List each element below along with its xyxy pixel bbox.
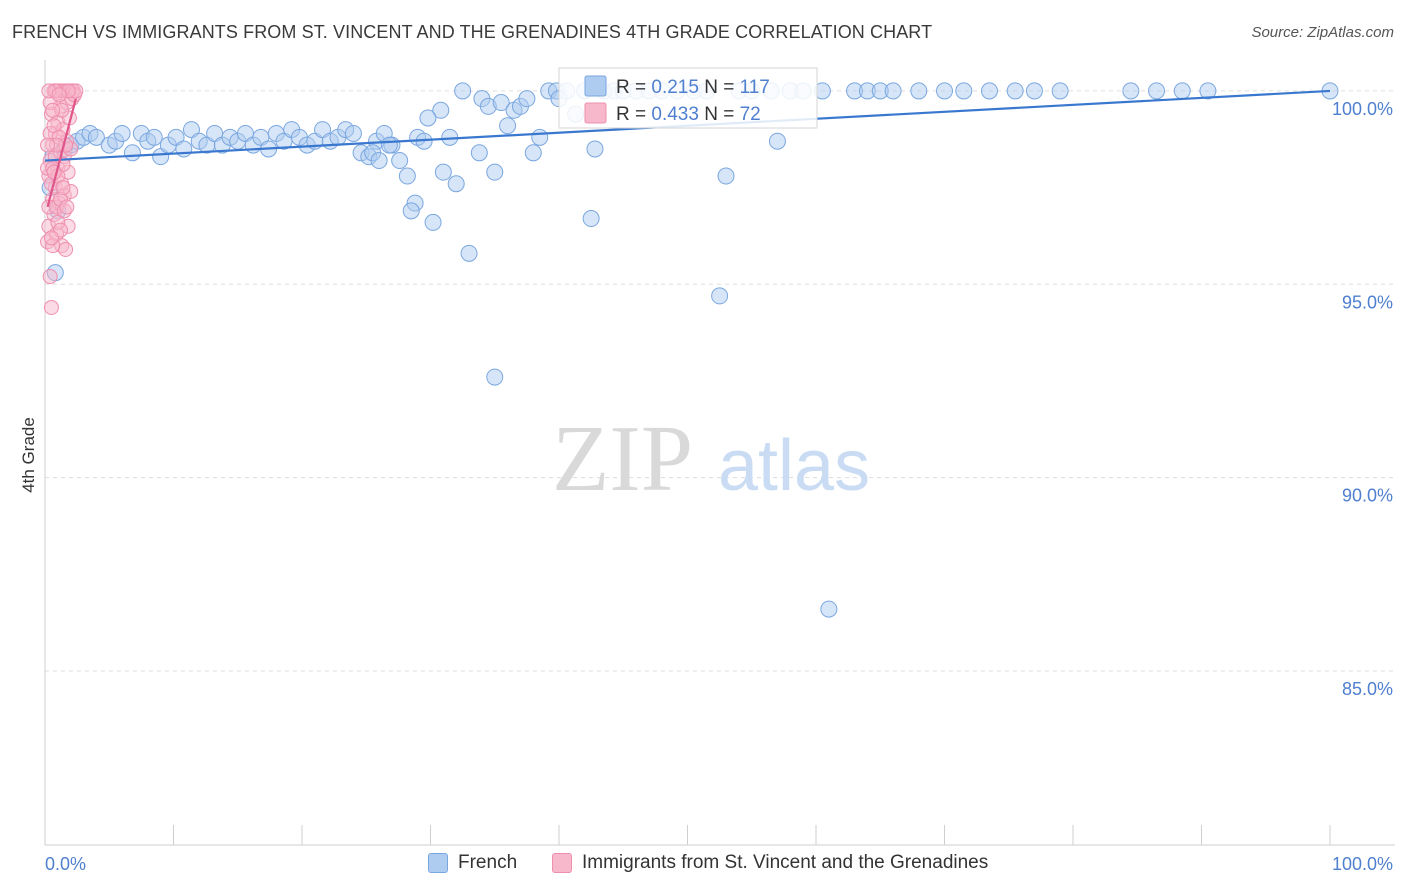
immigrant-point: [43, 230, 59, 246]
immigrant-point: [43, 299, 59, 315]
french-point: [391, 152, 409, 170]
immigrant-point: [55, 180, 71, 196]
x-tick-label: 100.0%: [1332, 854, 1393, 874]
french-point: [145, 128, 163, 146]
legend-label-french: French: [458, 852, 518, 873]
immigrant-trend-line: [46, 98, 77, 208]
x-tick-label: 0.0%: [45, 854, 86, 874]
french-point: [1173, 82, 1191, 100]
french-point: [419, 109, 437, 127]
legend-item-immigrants[interactable]: Immigrants from St. Vincent and the Gren…: [552, 852, 988, 874]
french-point: [820, 600, 838, 618]
legend-swatch-french: [428, 853, 448, 873]
french-point: [582, 210, 600, 228]
stats-n-label: N =: [704, 77, 739, 98]
french-point: [370, 152, 388, 170]
french-point: [936, 82, 953, 100]
stats-r-value: 0.433: [651, 104, 699, 125]
french-point: [486, 368, 504, 386]
chart-title: FRENCH VS IMMIGRANTS FROM ST. VINCENT AN…: [12, 22, 933, 42]
immigrant-point: [58, 241, 74, 257]
french-point: [1051, 82, 1069, 100]
french-point: [470, 144, 488, 162]
french-point: [717, 167, 735, 185]
french-point: [518, 90, 536, 108]
french-point: [434, 163, 452, 181]
french-point: [460, 244, 478, 262]
french-point: [380, 136, 398, 154]
french-point: [424, 213, 442, 231]
french-point: [524, 144, 542, 162]
french-point: [1006, 82, 1024, 100]
french-point: [87, 128, 105, 146]
french-point: [113, 124, 131, 142]
french-point: [711, 287, 729, 305]
french-point: [980, 82, 998, 100]
y-tick-label: 100.0%: [1332, 99, 1393, 119]
french-point: [1025, 82, 1043, 100]
legend-swatch-immigrants: [552, 853, 572, 873]
stats-n-label: N =: [704, 104, 739, 125]
immigrant-point: [42, 269, 58, 285]
french-point: [1148, 82, 1166, 100]
legend-label-immigrants: Immigrants from St. Vincent and the Gren…: [582, 852, 989, 873]
stats-row: R = 0.215 N = 117: [616, 77, 770, 98]
chart-source: Source: ZipAtlas.com: [1251, 24, 1394, 41]
french-point: [499, 117, 517, 135]
legend-item-french[interactable]: French: [428, 852, 517, 874]
immigrant-points: [40, 83, 84, 315]
immigrant-point: [45, 102, 61, 118]
french-point: [884, 82, 902, 100]
stats-swatch: [584, 102, 607, 124]
french-point: [910, 82, 928, 100]
stats-r-label: R =: [616, 77, 651, 98]
french-point: [768, 132, 786, 150]
french-point: [454, 82, 472, 100]
y-tick-label: 90.0%: [1342, 486, 1393, 506]
y-tick-label: 95.0%: [1342, 292, 1393, 312]
french-point: [486, 163, 504, 181]
french-point: [955, 82, 973, 100]
immigrant-point: [59, 199, 75, 215]
french-point: [492, 94, 510, 112]
stats-n-value: 72: [740, 104, 761, 125]
french-point: [344, 124, 362, 142]
stats-r-value: 0.215: [651, 77, 699, 98]
french-point: [586, 140, 604, 158]
stats-swatch: [584, 75, 607, 97]
french-point: [447, 175, 465, 193]
french-point: [432, 101, 450, 119]
french-point: [1199, 82, 1217, 100]
immigrant-point: [51, 87, 67, 103]
y-axis-title: 4th Grade: [19, 417, 38, 493]
stats-row: R = 0.433 N = 72: [616, 104, 761, 125]
french-point: [123, 144, 141, 162]
french-point: [531, 128, 549, 146]
watermark-atlas: atlas: [718, 426, 870, 506]
stats-r-label: R =: [616, 104, 651, 125]
watermark-zip: ZIP: [552, 407, 693, 511]
french-point: [1122, 82, 1140, 100]
stats-n-value: 117: [740, 77, 770, 98]
french-points: [41, 82, 1339, 618]
series-legend: French Immigrants from St. Vincent and t…: [0, 852, 1406, 878]
french-point: [398, 167, 416, 185]
french-point: [175, 140, 193, 158]
french-point: [402, 202, 420, 220]
y-tick-label: 85.0%: [1342, 679, 1393, 699]
immigrant-point: [40, 137, 56, 153]
